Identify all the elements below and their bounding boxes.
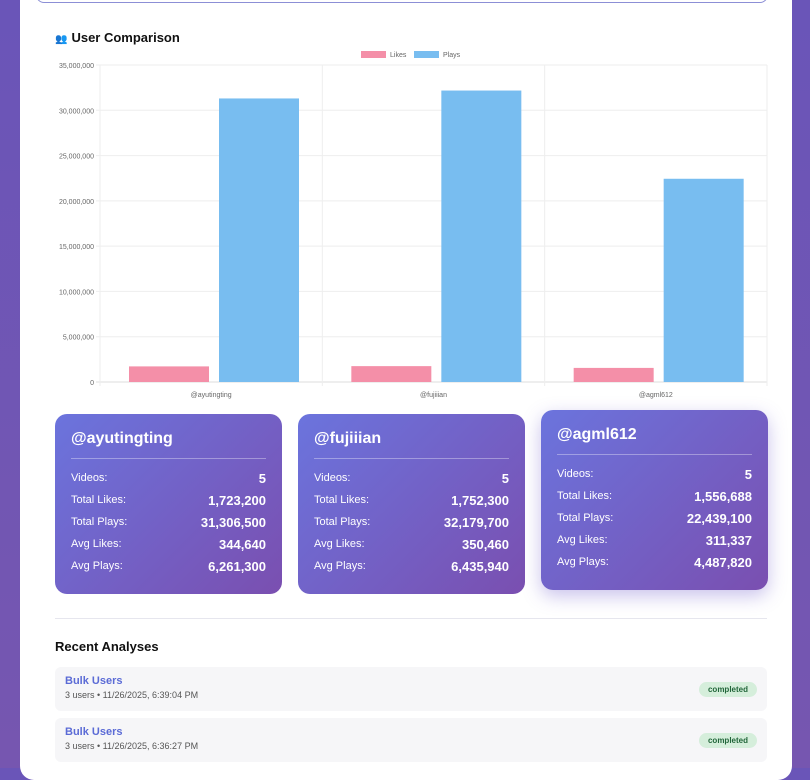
stat-label: Total Likes: <box>71 494 127 506</box>
analysis-title[interactable]: Bulk Users <box>65 675 123 687</box>
divider <box>55 618 767 619</box>
stat-label: Avg Likes: <box>557 534 608 546</box>
status-badge: completed <box>698 682 757 697</box>
bar-likes <box>129 366 209 382</box>
analysis-item[interactable]: Bulk Users 3 users • 11/26/2025, 6:36:27 … <box>55 718 767 762</box>
stat-value: 31,306,500 <box>200 514 266 530</box>
stat-row: Avg Likes: 350,460 <box>314 533 509 555</box>
stat-label: Avg Likes: <box>71 538 122 550</box>
stat-value: 32,179,700 <box>443 514 509 530</box>
section-title-text: User Comparison <box>71 30 180 45</box>
stat-value: 5 <box>258 470 266 486</box>
stat-row: Total Likes: 1,723,200 <box>71 489 266 511</box>
stat-value: 6,435,940 <box>451 558 509 574</box>
legend-swatch <box>361 51 386 58</box>
user-card[interactable]: @agml612 Videos: 5 Total Likes: 1,556,688 Tot… <box>541 410 768 590</box>
section-title: 👥 User Comparison <box>55 30 180 45</box>
y-tick-label: 15,000,000 <box>59 244 94 251</box>
stat-row: Avg Plays: 4,487,820 <box>557 551 752 573</box>
y-tick-label: 5,000,000 <box>63 335 94 342</box>
stat-label: Total Plays: <box>557 512 614 524</box>
bar-plays <box>441 90 522 383</box>
top-input-box[interactable] <box>36 0 768 3</box>
stat-row: Videos: 5 <box>314 467 509 489</box>
bar-likes <box>573 367 654 382</box>
stat-row: Avg Plays: 6,261,300 <box>71 555 266 577</box>
stat-value: 4,487,820 <box>694 554 752 570</box>
stat-row: Avg Likes: 344,640 <box>71 533 266 555</box>
y-tick-label: 35,000,000 <box>59 63 94 70</box>
bar-likes <box>351 366 432 382</box>
stat-row: Total Likes: 1,752,300 <box>314 489 509 511</box>
stat-label: Videos: <box>314 472 351 484</box>
y-tick-label: 20,000,000 <box>59 199 94 206</box>
stat-value: 6,261,300 <box>208 558 266 574</box>
stat-label: Avg Plays: <box>71 560 123 572</box>
comparison-chart: 0 5,000,000 10,000,000 15,000,000 20,000,000… <box>59 51 768 399</box>
stat-label: Videos: <box>71 472 108 484</box>
x-tick-label: @fujiiian <box>420 392 447 399</box>
bar-plays <box>663 178 744 382</box>
stat-row: Total Plays: 32,179,700 <box>314 511 509 533</box>
status-badge: completed <box>698 733 757 748</box>
stat-value: 350,460 <box>462 536 509 552</box>
stat-value: 1,752,300 <box>451 492 509 508</box>
legend-swatch <box>414 51 439 58</box>
stat-label: Avg Plays: <box>557 556 609 568</box>
stat-label: Videos: <box>557 468 594 480</box>
user-card-name: @fujiiian <box>314 430 509 459</box>
stat-label: Avg Likes: <box>314 538 365 550</box>
stat-value: 311,337 <box>705 532 752 548</box>
y-tick-label: 10,000,000 <box>59 289 94 296</box>
stat-row: Total Plays: 22,439,100 <box>557 507 752 529</box>
recent-title: Recent Analyses <box>55 639 159 654</box>
analysis-meta: 3 users • 11/26/2025, 6:36:27 PM <box>65 741 199 751</box>
users-icon: 👥 <box>55 34 68 45</box>
bar-plays <box>219 98 299 382</box>
stat-row: Total Plays: 31,306,500 <box>71 511 266 533</box>
stat-label: Total Likes: <box>314 494 370 506</box>
stat-row: Total Likes: 1,556,688 <box>557 485 752 507</box>
stat-value: 5 <box>744 466 752 482</box>
stat-label: Avg Plays: <box>314 560 366 572</box>
main-panel <box>20 0 792 780</box>
x-tick-label: @agml612 <box>639 392 673 399</box>
user-card-name: @ayutingting <box>71 430 266 459</box>
y-tick-label: 0 <box>90 380 94 387</box>
analysis-item[interactable]: Bulk Users 3 users • 11/26/2025, 6:39:04 … <box>55 667 767 711</box>
stat-row: Videos: 5 <box>71 467 266 489</box>
stat-value: 1,723,200 <box>208 492 266 508</box>
user-card[interactable]: @ayutingting Videos: 5 Total Likes: 1,723,20… <box>55 414 282 594</box>
stat-value: 5 <box>501 470 509 486</box>
stat-row: Avg Likes: 311,337 <box>557 529 752 551</box>
stat-label: Total Likes: <box>557 490 613 502</box>
stat-label: Total Plays: <box>71 516 128 528</box>
legend-label: Likes <box>390 52 407 59</box>
stat-row: Videos: 5 <box>557 463 752 485</box>
user-card-name: @agml612 <box>557 426 752 455</box>
user-card[interactable]: @fujiiian Videos: 5 Total Likes: 1,752,300 To… <box>298 414 525 594</box>
stat-value: 1,556,688 <box>694 488 752 504</box>
y-tick-label: 30,000,000 <box>59 108 94 115</box>
stat-value: 22,439,100 <box>686 510 752 526</box>
legend-label: Plays <box>443 52 461 59</box>
stat-label: Total Plays: <box>314 516 371 528</box>
analysis-meta: 3 users • 11/26/2025, 6:39:04 PM <box>65 690 199 700</box>
y-tick-label: 25,000,000 <box>59 154 94 161</box>
x-tick-label: @ayutingting <box>191 392 232 399</box>
stat-value: 344,640 <box>219 536 266 552</box>
stat-row: Avg Plays: 6,435,940 <box>314 555 509 577</box>
analysis-title[interactable]: Bulk Users <box>65 726 123 738</box>
